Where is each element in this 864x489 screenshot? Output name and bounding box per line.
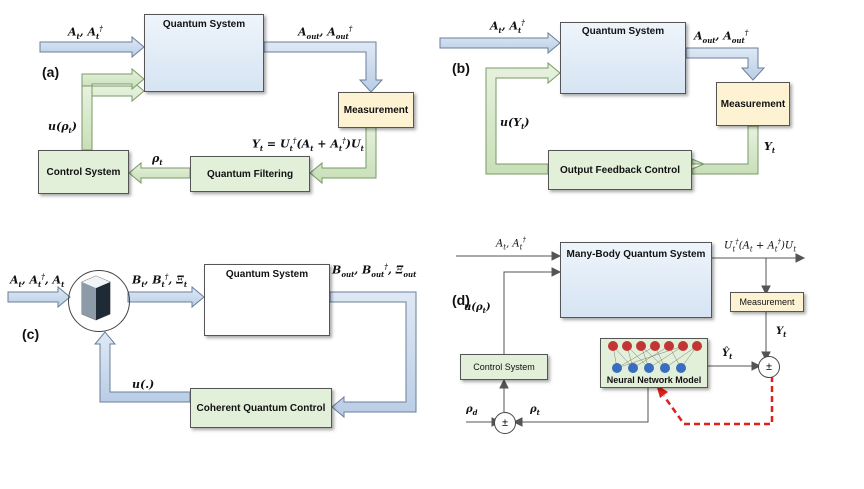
panel-a-input-signal: At, At† xyxy=(68,24,103,41)
panel-d-control-label: Control System xyxy=(473,362,535,372)
panel-d-input-signal: At, At† xyxy=(496,236,526,252)
panel-a-quantum-system-label: Quantum System xyxy=(162,19,246,30)
panel-d-nn-label: Neural Network Model xyxy=(606,375,702,385)
panel-d-rho-d: ρd xyxy=(466,404,478,417)
panel-c-input-signal: At, At†, At xyxy=(10,272,65,289)
panel-d-many-body-label: Many-Body Quantum System xyxy=(566,249,706,260)
panel-b-green-arrows xyxy=(485,61,759,175)
panel-d-neural-network: Neural Network Model xyxy=(600,338,708,388)
panel-d-sum-left-sign: ± xyxy=(501,417,509,429)
panel-a-measurement-output: Yt = Ut†(At + At†)Ut xyxy=(252,136,364,153)
panel-a-u: u(ρt) xyxy=(48,120,77,136)
panel-a-measurement-label: Measurement xyxy=(343,104,409,116)
panel-c-output-signal: Bout, Bout†, Ξout xyxy=(332,262,417,279)
panel-c-quantum-system-label: Quantum System xyxy=(225,269,309,280)
panel-a-control-label: Control System xyxy=(46,166,121,178)
panel-d-many-body-system: Many-Body Quantum System xyxy=(560,242,712,318)
panel-a-filtering-label: Quantum Filtering xyxy=(206,168,294,180)
panel-a-output-signal: Aout, Aout† xyxy=(298,24,353,41)
panel-b-y: Yt xyxy=(764,140,776,156)
panel-a-measurement: Measurement xyxy=(338,92,414,128)
panel-d-y-hat: Ŷt xyxy=(722,348,733,361)
panel-b-input-signal: At, At† xyxy=(490,18,525,35)
panel-c-beam-splitter xyxy=(68,270,130,332)
panel-b-quantum-system-label: Quantum System xyxy=(581,26,665,37)
panel-d-y: Yt xyxy=(776,326,787,339)
panel-d-sum-left: ± xyxy=(494,412,516,434)
panel-c-arrows xyxy=(7,285,417,419)
panel-a-rho: ρt xyxy=(152,152,163,168)
panel-b-output-feedback-control: Output Feedback Control xyxy=(548,150,692,190)
panel-a-quantum-system: Quantum System xyxy=(144,14,264,92)
panel-d-sum-right-sign: ± xyxy=(765,361,773,373)
panel-b-quantum-system: Quantum System xyxy=(560,22,686,94)
panel-c-u: u(.) xyxy=(132,378,155,391)
panel-a-label: (a) xyxy=(42,64,60,80)
panel-c-quantum-system: Quantum System xyxy=(204,264,330,336)
panel-b-u: u(Yt) xyxy=(500,116,530,132)
panel-b-label: (b) xyxy=(452,60,470,76)
panel-b-output-signal: Aout, Aout† xyxy=(694,28,749,45)
panel-c-coherent-label: Coherent Quantum Control xyxy=(196,402,326,414)
panel-d-u: u(ρt) xyxy=(464,302,491,315)
panel-d-rho-t: ρt xyxy=(530,404,540,417)
panel-d-measurement-label: Measurement xyxy=(739,297,795,307)
panel-d-error-feedback xyxy=(662,376,774,426)
panel-b-measurement-label: Measurement xyxy=(720,98,786,110)
panel-c-label: (c) xyxy=(22,326,40,342)
panel-d-sum-right: ± xyxy=(758,356,780,378)
panel-d-output-signal: Ut†(At + At†)Ut xyxy=(724,238,797,254)
panel-a-quantum-filtering: Quantum Filtering xyxy=(190,156,310,192)
panel-d-measurement: Measurement xyxy=(730,292,804,312)
panel-d-control-system: Control System xyxy=(460,354,548,380)
panel-d-label: (d) xyxy=(452,292,470,308)
panel-a-control-system: Control System xyxy=(38,150,129,194)
panel-b-feedback-label: Output Feedback Control xyxy=(560,164,680,176)
panel-a-arrows xyxy=(39,35,384,93)
panel-c-coherent-quantum-control: Coherent Quantum Control xyxy=(190,388,332,428)
panel-b-arrows xyxy=(439,31,766,81)
panel-b-measurement: Measurement xyxy=(716,82,790,126)
panel-c-mid-signal: Bt, Bt†, Ξt xyxy=(132,272,188,289)
